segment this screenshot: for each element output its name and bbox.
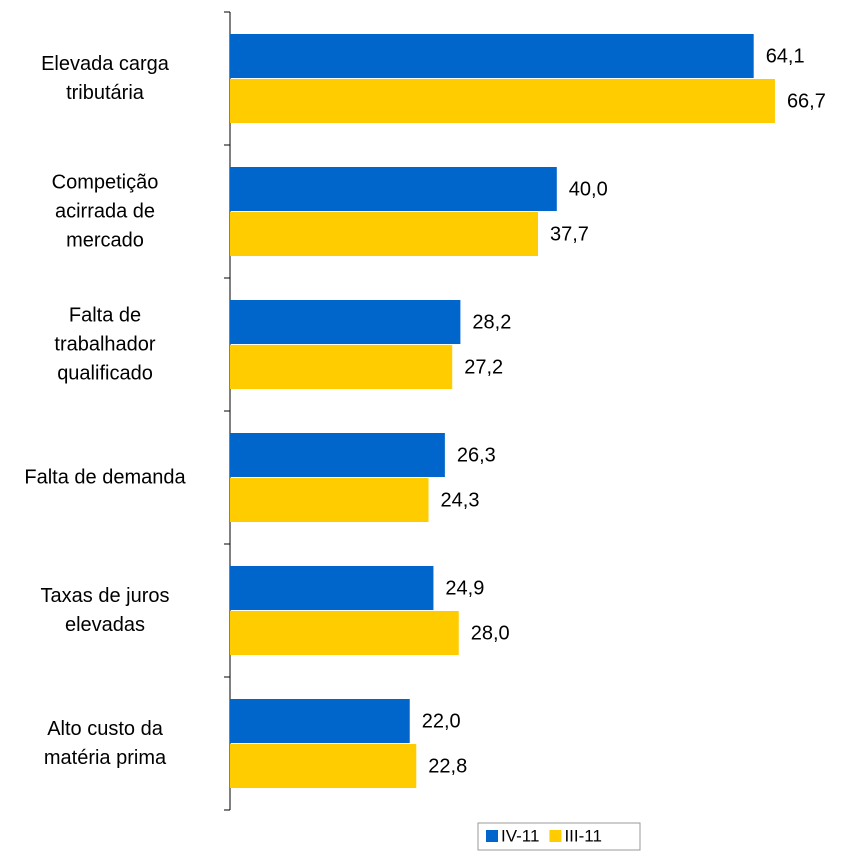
category-label: Alto custo da matéria prima (43, 717, 167, 769)
bar (230, 699, 410, 743)
bar (230, 433, 445, 477)
bar (230, 79, 775, 123)
value-label: 22,8 (428, 755, 467, 777)
bar (230, 167, 557, 211)
category-label: Falta de trabalhador qualificado (54, 304, 156, 384)
value-label: 28,0 (471, 622, 510, 644)
legend-label: III-11 (564, 826, 601, 845)
value-label: 64,1 (766, 45, 805, 67)
bar (230, 34, 754, 78)
legend-label: IV-11 (501, 826, 539, 845)
bar (230, 478, 429, 522)
value-label: 22,0 (422, 710, 461, 732)
legend-swatch (549, 830, 562, 842)
bar (230, 212, 539, 256)
value-label: 40,0 (569, 178, 608, 200)
category-label: Taxas de juros elevadas (40, 584, 170, 636)
value-label: 24,3 (441, 489, 480, 511)
value-label: 27,2 (464, 356, 503, 378)
bar (230, 611, 459, 655)
value-label: 24,9 (445, 577, 484, 599)
value-label: 66,7 (787, 90, 826, 112)
bar (230, 345, 453, 389)
value-label: 26,3 (457, 444, 496, 466)
category-label: Competição acirrada de mercado (51, 171, 159, 251)
category-label: Falta de demanda (24, 466, 186, 488)
category-label: Elevada carga tributária (41, 52, 169, 104)
legend: IV-11 III-11 (477, 822, 641, 851)
value-label: 28,2 (472, 311, 511, 333)
value-label: 37,7 (550, 223, 589, 245)
bar (230, 566, 434, 610)
legend-swatch (486, 830, 498, 842)
bar (230, 300, 461, 344)
bar (230, 744, 417, 788)
